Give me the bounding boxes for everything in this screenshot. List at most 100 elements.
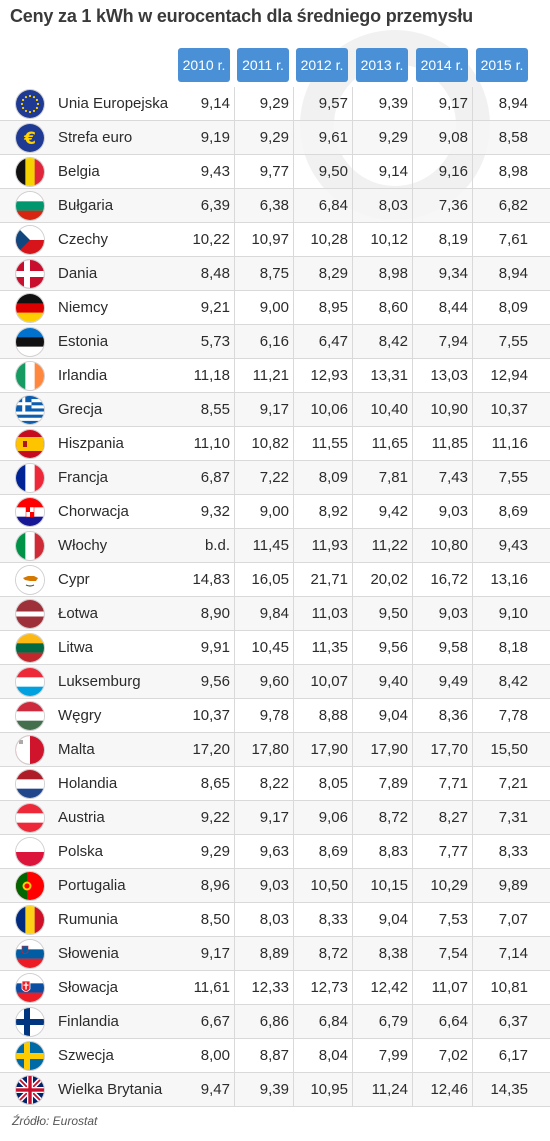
column-divider: [472, 87, 473, 1107]
table-cell: 6,39: [200, 197, 230, 214]
table-cell: 13,16: [490, 571, 528, 588]
table-cell: 9,03: [438, 605, 468, 622]
table-cell: 17,20: [192, 741, 230, 758]
table-cell: 8,95: [318, 299, 348, 316]
table-cell: 8,48: [200, 265, 230, 282]
table-cell: 9,40: [378, 673, 408, 690]
table-cell: 7,36: [438, 197, 468, 214]
table-cell: 10,37: [192, 707, 230, 724]
table-cell: 8,55: [200, 401, 230, 418]
table-cell: 8,00: [200, 1047, 230, 1064]
table-cell: 8,09: [318, 469, 348, 486]
table-cell: 7,55: [498, 469, 528, 486]
table-cell: 14,35: [490, 1081, 528, 1098]
table-cell: 10,45: [251, 639, 289, 656]
table-cell: 8,89: [259, 945, 289, 962]
table-row: Czechy 10,22 10,97 10,28 10,12 8,19 7,61: [0, 223, 550, 257]
table-cell: 9,19: [200, 129, 230, 146]
table-cell: 7,07: [498, 911, 528, 928]
table-cell: 7,21: [498, 775, 528, 792]
table-cell: 10,90: [430, 401, 468, 418]
table-cell: 7,14: [498, 945, 528, 962]
table-cell: 9,29: [200, 843, 230, 860]
table-row: Węgry 10,37 9,78 8,88 9,04 8,36 7,78: [0, 699, 550, 733]
luxembourg-flag-icon: [16, 668, 44, 696]
table-cell: 9,17: [200, 945, 230, 962]
table-cell: 7,61: [498, 231, 528, 248]
cyprus-flag-icon: [16, 566, 44, 594]
table-cell: 7,53: [438, 911, 468, 928]
table-cell: 11,22: [371, 537, 408, 554]
table-cell: 12,46: [430, 1081, 468, 1098]
table-row: Portugalia 8,96 9,03 10,50 10,15 10,29 9,89: [0, 869, 550, 903]
table-cell: 9,04: [378, 707, 408, 724]
table-row: Belgia 9,43 9,77 9,50 9,14 9,16 8,98: [0, 155, 550, 189]
year-header-1: 2011 r.: [237, 48, 289, 82]
year-header-0: 2010 r.: [178, 48, 230, 82]
table-cell: 9,43: [498, 537, 528, 554]
table-row: Rumunia 8,50 8,03 8,33 9,04 7,53 7,07: [0, 903, 550, 937]
source-note: Źródło: Eurostat: [12, 1114, 98, 1128]
country-name: Rumunia: [58, 911, 119, 928]
table-cell: 10,97: [251, 231, 289, 248]
country-name: Belgia: [58, 163, 100, 180]
table-cell: 12,73: [310, 979, 348, 996]
table-cell: 9,00: [259, 503, 289, 520]
table-cell: 9,03: [259, 877, 289, 894]
table-cell: 6,79: [378, 1013, 408, 1030]
table-cell: 10,29: [430, 877, 468, 894]
table-cell: 6,84: [318, 1013, 348, 1030]
table-cell: 15,50: [490, 741, 528, 758]
table-cell: 9,47: [200, 1081, 230, 1098]
country-name: Słowenia: [58, 945, 119, 962]
table-row: Grecja 8,55 9,17 10,06 10,40 10,90 10,37: [0, 393, 550, 427]
table-cell: 8,18: [498, 639, 528, 656]
country-name: Unia Europejska: [58, 95, 169, 112]
table-cell: 9,10: [498, 605, 528, 622]
table-cell: 8,94: [498, 265, 528, 282]
table-cell: 7,94: [438, 333, 468, 350]
malta-flag-icon: [16, 736, 44, 764]
table-cell: 17,70: [430, 741, 468, 758]
table-cell: 10,12: [370, 231, 408, 248]
romania-flag-icon: [16, 906, 44, 934]
table-cell: 9,29: [259, 95, 289, 112]
table-cell: 9,00: [259, 299, 289, 316]
table-cell: 14,83: [192, 571, 230, 588]
table-cell: 9,34: [438, 265, 468, 282]
netherlands-flag-icon: [16, 770, 44, 798]
table-row: Holandia 8,65 8,22 8,05 7,89 7,71 7,21: [0, 767, 550, 801]
table-row: Włochy b.d. 11,45 11,93 11,22 10,80 9,43: [0, 529, 550, 563]
belgium-flag-icon: [16, 158, 44, 186]
country-name: Wielka Brytania: [58, 1081, 163, 1098]
table-cell: 9,56: [200, 673, 230, 690]
country-name: Dania: [58, 265, 98, 282]
table-cell: 6,16: [259, 333, 289, 350]
table-cell: 6,67: [200, 1013, 230, 1030]
table-row: Irlandia 11,18 11,21 12,93 13,31 13,03 12,94: [0, 359, 550, 393]
country-name: Czechy: [58, 231, 109, 248]
column-divider: [412, 87, 413, 1107]
country-name: Włochy: [58, 537, 108, 554]
table-cell: 8,03: [259, 911, 289, 928]
table-cell: 21,71: [310, 571, 348, 588]
table-cell: 8,60: [378, 299, 408, 316]
table-cell: 11,55: [311, 435, 348, 452]
table-cell: 8,33: [318, 911, 348, 928]
table-cell: 8,44: [438, 299, 468, 316]
table-cell: 9,56: [378, 639, 408, 656]
table-row: Austria 9,22 9,17 9,06 8,72 8,27 7,31: [0, 801, 550, 835]
table-cell: 10,22: [192, 231, 230, 248]
table-cell: 9,04: [378, 911, 408, 928]
country-name: Strefa euro: [58, 129, 133, 146]
table-cell: 10,82: [251, 435, 289, 452]
estonia-flag-icon: [16, 328, 44, 356]
poland-flag-icon: [16, 838, 44, 866]
table-cell: 5,73: [200, 333, 230, 350]
table-cell: 7,55: [498, 333, 528, 350]
table-cell: 10,15: [370, 877, 408, 894]
uk-flag-icon: [16, 1076, 44, 1104]
table-cell: 9,06: [318, 809, 348, 826]
table-cell: 8,58: [498, 129, 528, 146]
table-cell: 12,33: [251, 979, 289, 996]
